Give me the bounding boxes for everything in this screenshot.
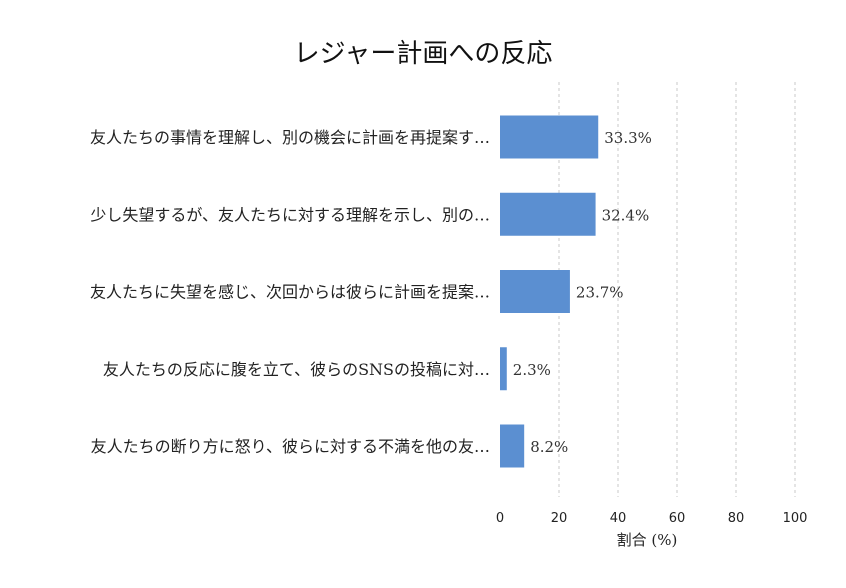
bar (500, 115, 599, 159)
bar-value-label: 8.2% (530, 438, 568, 456)
bar-value-label: 23.7% (576, 284, 624, 302)
bar (500, 347, 507, 391)
x-tick-label: 60 (669, 511, 686, 526)
x-tick-label: 100 (783, 511, 808, 526)
category-label: 少し失望するが、友人たちに対する理解を示し、別の… (90, 205, 490, 224)
value-labels: 33.3% 32.4% 23.7% 2.3% 8.2% (513, 129, 652, 456)
bars (500, 115, 599, 468)
category-label: 友人たちの事情を理解し、別の機会に計画を再提案す… (90, 128, 490, 147)
category-label: 友人たちの断り方に怒り、彼らに対する不満を他の友… (91, 437, 490, 456)
x-tick-label: 40 (610, 511, 627, 526)
bar (500, 424, 525, 468)
bar-value-label: 32.4% (602, 206, 650, 224)
x-axis-title: 割合 (%) (617, 531, 678, 549)
x-tick-label: 80 (728, 511, 745, 526)
x-axis-ticks: 0 20 40 60 80 100 (496, 511, 808, 526)
bar-value-label: 33.3% (604, 129, 652, 147)
bar (500, 270, 570, 313)
category-label: 友人たちに失望を感じ、次回からは彼らに計画を提案… (90, 283, 490, 302)
bar (500, 192, 596, 236)
x-tick-label: 0 (496, 511, 504, 526)
bar-value-label: 2.3% (513, 361, 551, 379)
category-labels: 友人たちの事情を理解し、別の機会に計画を再提案す… 少し失望するが、友人たちに対す… (90, 128, 490, 456)
chart-title: レジャー計画への反応 (294, 39, 553, 69)
category-label: 友人たちの反応に腹を立て、彼らのSNSの投稿に対… (103, 360, 490, 379)
x-tick-label: 20 (551, 511, 568, 526)
